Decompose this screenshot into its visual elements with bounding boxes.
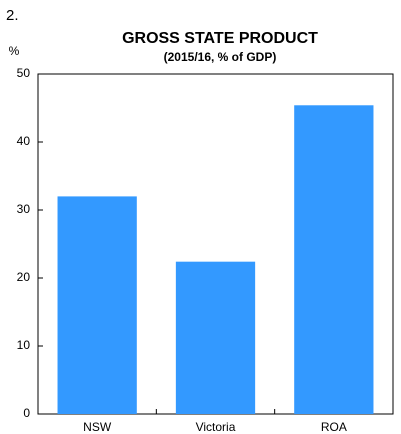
chart-title: GROSS STATE PRODUCT <box>122 30 318 47</box>
y-tick-label: 50 <box>17 66 31 80</box>
x-tick-label: ROA <box>321 420 347 434</box>
figure-label: 2. <box>6 7 19 24</box>
bar <box>57 196 137 414</box>
y-tick-label: 10 <box>17 338 31 352</box>
x-tick-label: NSW <box>83 420 112 434</box>
y-tick-label: 30 <box>17 202 31 216</box>
chart-subtitle: (2015/16, % of GDP) <box>164 50 277 64</box>
bar <box>294 105 374 414</box>
y-tick-label: 20 <box>17 270 31 284</box>
y-tick-label: 40 <box>17 134 31 148</box>
bar <box>175 261 256 414</box>
y-tick-label: 0 <box>23 406 30 420</box>
y-unit: % <box>9 44 20 58</box>
x-tick-label: Victoria <box>196 420 236 434</box>
